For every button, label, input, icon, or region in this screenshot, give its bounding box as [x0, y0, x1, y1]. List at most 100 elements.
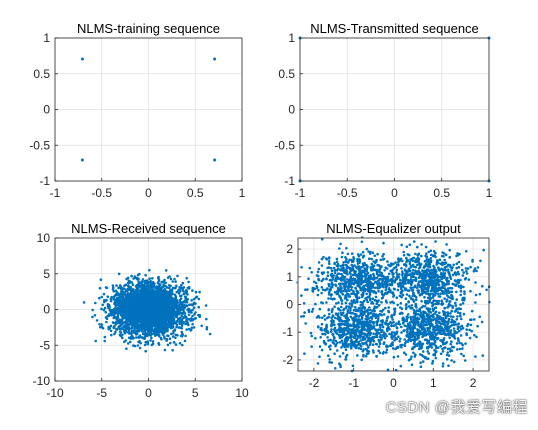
data-point [170, 301, 173, 304]
data-point [192, 303, 195, 306]
data-point [150, 307, 153, 310]
data-point [394, 261, 397, 264]
data-point [414, 285, 417, 288]
data-point [106, 287, 109, 290]
data-point [368, 289, 371, 292]
data-point [448, 249, 451, 252]
data-point [365, 293, 368, 296]
data-point [399, 279, 402, 282]
data-point [177, 312, 180, 315]
data-point [135, 289, 138, 292]
data-point [130, 288, 133, 291]
data-point [425, 246, 428, 249]
data-point [347, 253, 350, 256]
data-point [166, 316, 169, 319]
data-point [338, 362, 341, 365]
data-point [309, 267, 312, 270]
data-point [120, 307, 123, 310]
data-point [457, 271, 460, 274]
data-point [360, 348, 363, 351]
data-point [164, 349, 167, 352]
data-point [334, 367, 337, 370]
data-point [345, 356, 348, 359]
data-point [112, 310, 115, 313]
data-point [129, 308, 132, 311]
data-point [432, 295, 435, 298]
data-point [429, 293, 432, 296]
data-point [334, 269, 337, 272]
data-point [188, 286, 191, 289]
data-point [317, 271, 320, 274]
data-point [458, 266, 461, 269]
data-point [180, 295, 183, 298]
data-point [320, 280, 323, 283]
data-point [125, 324, 128, 327]
data-point [434, 240, 437, 243]
data-point [386, 260, 389, 263]
data-point [396, 273, 399, 276]
data-point [160, 326, 163, 329]
data-point [456, 262, 459, 265]
data-point [168, 297, 171, 300]
data-point [118, 305, 121, 308]
data-point [104, 300, 107, 303]
data-point [423, 272, 426, 275]
data-point [118, 273, 121, 276]
data-point [337, 267, 340, 270]
data-point [129, 302, 132, 305]
data-point [167, 318, 170, 321]
data-point [155, 328, 158, 331]
subplot-title: NLMS-Received sequence [71, 221, 226, 236]
data-point [121, 300, 124, 303]
data-point [339, 285, 342, 288]
data-point [424, 287, 427, 290]
x-tick-label: 0 [145, 386, 152, 400]
data-point [303, 302, 306, 305]
data-point [477, 266, 480, 269]
data-point [368, 257, 371, 260]
data-point [352, 292, 355, 295]
data-point [171, 280, 174, 283]
data-point [345, 305, 348, 308]
data-point [321, 349, 324, 352]
data-point [361, 282, 364, 285]
data-point [465, 270, 468, 273]
data-point [372, 273, 375, 276]
data-point [317, 362, 320, 365]
data-point [136, 308, 139, 311]
data-point [104, 336, 107, 339]
data-point [177, 318, 180, 321]
data-point [129, 341, 132, 344]
data-point [378, 287, 381, 290]
data-point [94, 302, 97, 305]
data-point [343, 290, 346, 293]
data-point [413, 257, 416, 260]
data-point [304, 288, 307, 291]
data-point [459, 279, 462, 282]
data-point [459, 312, 462, 315]
data-point [213, 159, 216, 162]
data-point [335, 274, 338, 277]
data-point [160, 305, 163, 308]
data-point [141, 314, 144, 317]
data-point [397, 283, 400, 286]
data-point [302, 315, 305, 318]
data-point [376, 306, 379, 309]
data-point [416, 287, 419, 290]
data-point [127, 294, 130, 297]
data-point [345, 302, 348, 305]
data-point [175, 343, 178, 346]
data-point [182, 290, 185, 293]
x-tick-label: -5 [96, 386, 107, 400]
data-point [355, 280, 358, 283]
data-point [376, 271, 379, 274]
data-point [180, 297, 183, 300]
data-point [176, 334, 179, 337]
data-point [209, 333, 212, 336]
data-point [107, 295, 110, 298]
data-point [123, 304, 126, 307]
data-point [108, 304, 111, 307]
data-point [316, 316, 319, 319]
data-point [117, 294, 120, 297]
data-point [205, 318, 208, 321]
